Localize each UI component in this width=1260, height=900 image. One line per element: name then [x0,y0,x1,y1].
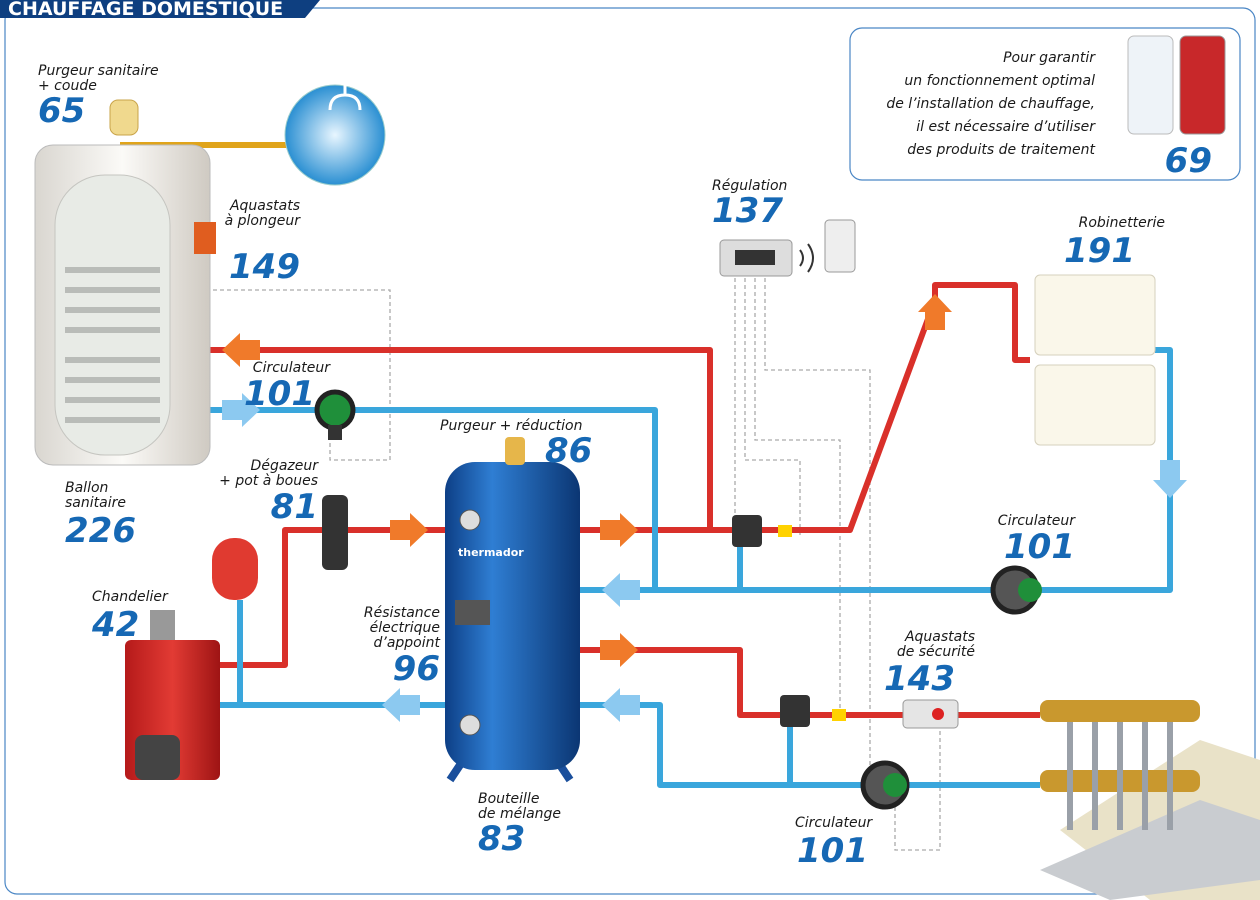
diagram: CHAUFFAGE DOMESTIQUE [0,0,1260,900]
callout-text: des produits de traitement [907,142,1095,158]
tank-brand: thermador [458,546,524,559]
label-text: à plongeur [225,213,302,229]
manifold [1040,700,1260,900]
label-text: Chandelier [92,589,169,605]
label-text: Circulateur [795,815,873,831]
page-number: 65 [38,91,85,131]
label-text: Purgeur sanitaire [38,63,159,79]
header-title: CHAUFFAGE DOMESTIQUE [8,0,283,20]
radiator [1035,275,1155,445]
ballon-sanitaire [35,100,216,465]
callout-text: il est nécessaire d’utiliser [916,119,1096,135]
callout-text: Pour garantir [1003,50,1096,66]
callout-text: de l’installation de chauffage, [886,96,1095,112]
page-number: 149 [229,247,300,287]
label-text: Dégazeur [251,458,320,474]
label-text: sanitaire [65,495,126,511]
circulator [993,568,1042,612]
label-text: Aquastats [904,629,975,645]
thermostat [825,220,855,272]
page-number: 42 [91,605,139,645]
label-text: Résistance [364,605,440,621]
aquastat-securite [903,700,958,728]
expansion-vessel [212,538,258,600]
label-text: Robinetterie [1079,215,1165,231]
label-text: Bouteille [478,791,539,807]
page-number: 137 [712,191,783,231]
page-number: 191 [1064,231,1135,271]
label-text: Aquastats [229,198,300,214]
label-text: Ballon [65,480,108,496]
page-number: 96 [393,649,440,689]
page-number: 69 [1165,141,1212,181]
bottle [1128,36,1173,134]
label-text: de sécurité [897,644,976,660]
page-number: 81 [271,487,318,527]
circulator [863,763,907,807]
valve [732,515,762,547]
bottle [1180,36,1225,134]
flow-arrows [222,294,1187,722]
page-number: 101 [797,831,868,871]
shower-icon [285,85,385,185]
degazeur [322,495,348,570]
valve [780,695,810,727]
page-number: 83 [478,819,525,859]
label-text: électrique [370,620,440,636]
page-number: 86 [545,431,592,471]
page-number: 226 [65,511,136,551]
page-number: 101 [1004,527,1075,567]
page-number: 143 [884,659,955,699]
page-number: 101 [244,374,315,414]
bouteille-melange: thermador [445,437,580,780]
callout-text: un fonctionnement optimal [904,73,1095,89]
circulator [317,392,353,440]
